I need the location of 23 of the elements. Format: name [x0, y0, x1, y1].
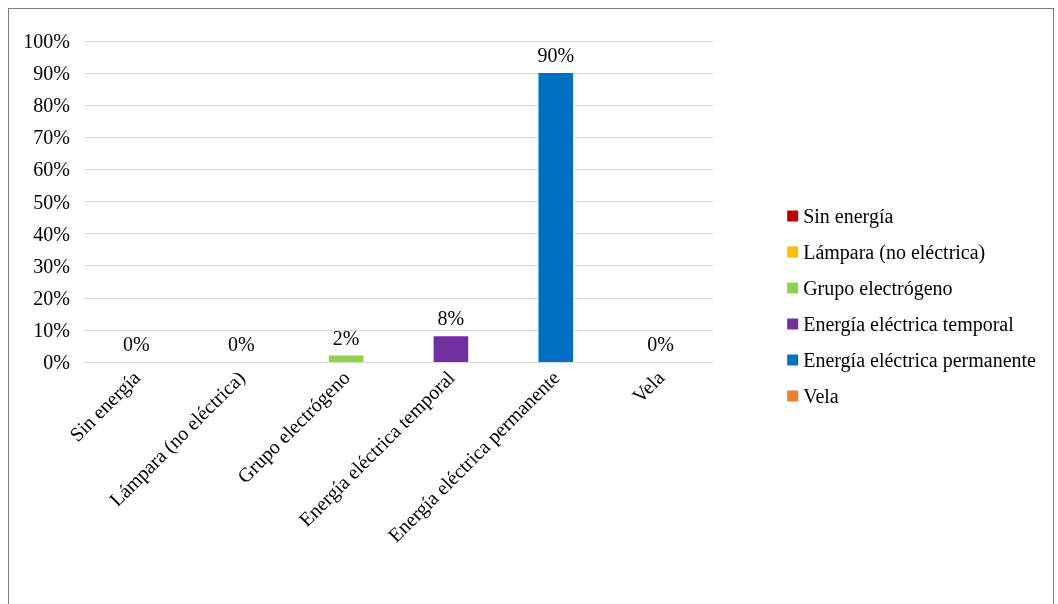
y-tick-label: 100% [23, 30, 70, 52]
data-label: 0% [647, 333, 674, 355]
legend-label: Lámpara (no eléctrica) [803, 241, 986, 264]
y-tick-label: 50% [33, 190, 70, 213]
legend-label: Grupo electrógeno [803, 277, 953, 300]
x-tick-label: Vela [627, 366, 669, 407]
legend-label: Energía eléctrica permanente [803, 349, 1037, 372]
data-label: 0% [123, 333, 150, 355]
data-label: 0% [227, 333, 255, 355]
y-tick-label: 80% [33, 94, 70, 117]
legend-label: Sin energía [803, 205, 894, 228]
y-tick-label: 10% [33, 318, 70, 341]
y-tick-label: 70% [33, 126, 70, 149]
y-tick-label: 20% [33, 286, 70, 309]
y-tick-label: 30% [33, 254, 70, 277]
legend-label: Energía eléctrica temporal [803, 313, 1015, 336]
data-label: 90% [537, 44, 575, 67]
data-label: 2% [332, 326, 360, 349]
data-label: 8% [437, 307, 465, 330]
y-tick-label: 60% [33, 158, 70, 181]
y-tick-label: 0% [43, 351, 70, 373]
y-tick-label: 40% [33, 222, 70, 245]
y-tick-label: 90% [33, 62, 70, 85]
